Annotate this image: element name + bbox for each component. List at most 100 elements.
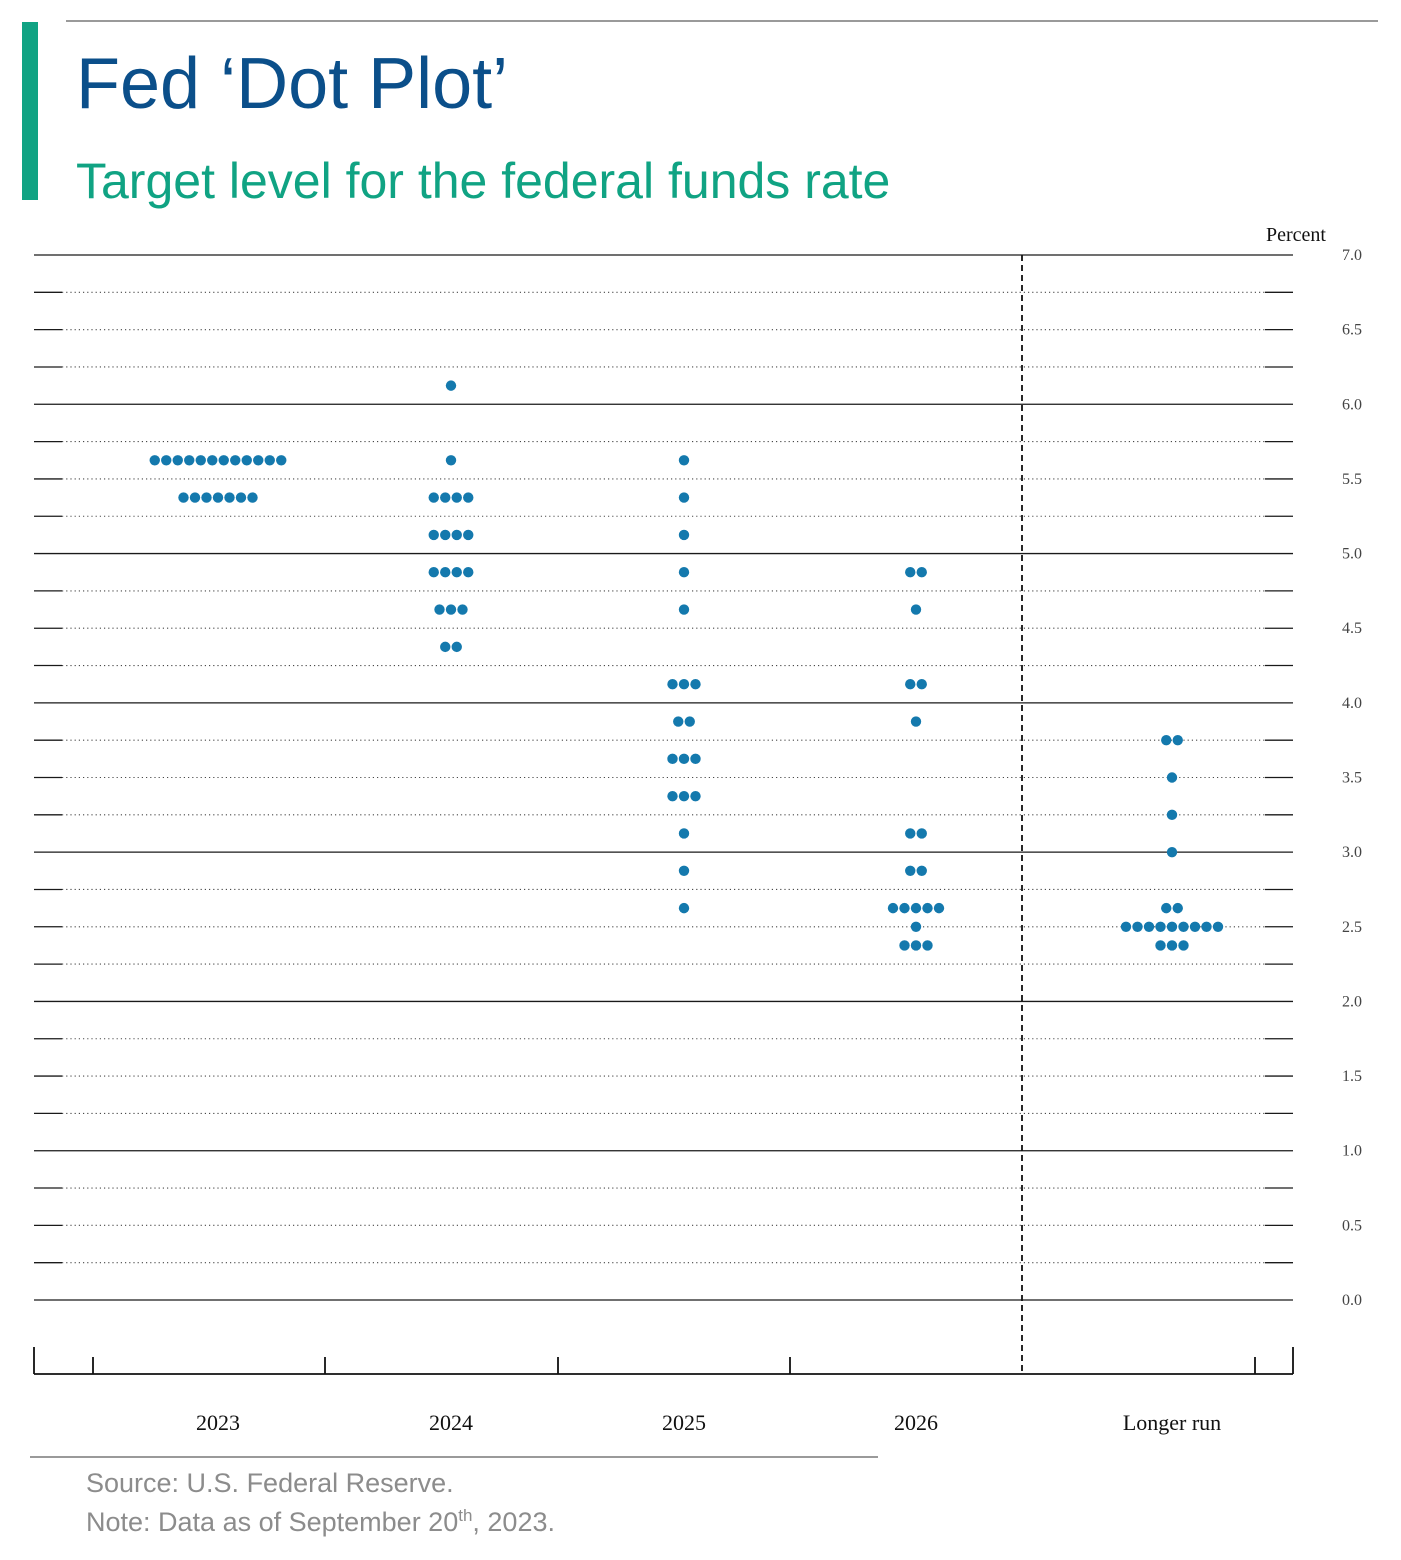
dot-point: [1155, 940, 1166, 951]
dot-point: [1172, 902, 1183, 914]
dot-point: [1132, 921, 1143, 932]
dot-point: [916, 567, 927, 578]
dot-point: [933, 902, 945, 914]
dot-point: [235, 492, 247, 503]
dot-point: [1120, 921, 1132, 932]
dot-point: [916, 828, 927, 839]
dot-point: [678, 828, 690, 839]
dot-point: [451, 567, 462, 578]
dot-point: [667, 678, 678, 690]
y-tick-label: 6.0: [1342, 396, 1362, 413]
dot-point: [172, 455, 183, 466]
dot-point: [1172, 734, 1183, 746]
dot-point: [690, 790, 701, 802]
dot-point: [440, 567, 451, 578]
dot-point: [690, 753, 701, 765]
y-tick-label: 4.0: [1342, 695, 1362, 712]
dot-point: [212, 492, 224, 503]
dot-point: [678, 567, 690, 578]
bottom-rule: [30, 1456, 878, 1458]
y-tick-label: 2.0: [1342, 993, 1362, 1010]
dot-point: [445, 380, 457, 391]
dot-point: [445, 604, 457, 615]
x-tick-label: 2023: [196, 1410, 240, 1435]
dot-point: [678, 902, 690, 914]
dot-point: [434, 604, 445, 615]
dot-point: [189, 492, 201, 503]
dot-point: [905, 865, 916, 877]
axis-labels: 0.0 0.5 1.0 1.5 2.0 2.5 3.0 3.5 4.0 4.5 5.0 5.5 6.0 6…: [196, 224, 1362, 1435]
dot-point: [910, 604, 922, 615]
source-note: Source: U.S. Federal Reserve.: [86, 1468, 454, 1498]
dot-point: [922, 902, 933, 914]
dot-point: [678, 529, 690, 541]
dot-point: [463, 492, 474, 503]
dot-point: [905, 567, 916, 578]
dot-point: [253, 455, 264, 466]
y-tick-label: 1.0: [1342, 1143, 1362, 1160]
dot-point: [224, 492, 235, 503]
x-axis: [33, 255, 1294, 1375]
dot-point: [440, 641, 451, 653]
dot-point: [1166, 772, 1178, 783]
dot-point: [218, 455, 229, 466]
dot-point: [195, 455, 206, 466]
y-tick-label: 7.0: [1342, 247, 1362, 264]
date-note-superscript: th: [458, 1506, 473, 1525]
dot-point: [905, 828, 916, 839]
x-tick-label: 2024: [429, 1410, 473, 1435]
dot-point: [678, 790, 690, 802]
dot-point: [916, 865, 927, 877]
x-tick-label: 2025: [662, 1410, 706, 1435]
dot-point: [207, 455, 218, 466]
dot-point: [690, 678, 701, 690]
dot-point: [428, 492, 439, 503]
dot-point: [678, 604, 690, 615]
date-note-text: Note: Data as of September 20: [86, 1507, 459, 1537]
y-tick-label: 2.5: [1342, 919, 1362, 936]
dot-point: [1166, 846, 1178, 858]
dot-point: [264, 455, 275, 466]
dot-point: [445, 455, 457, 466]
y-tick-label: 4.5: [1342, 620, 1362, 637]
dot-point: [1201, 921, 1212, 932]
dot-point: [1155, 921, 1166, 932]
dot-point: [149, 455, 160, 466]
dot-point: [678, 753, 690, 765]
dot-point: [1166, 809, 1178, 821]
dot-point: [905, 678, 916, 690]
dot-point: [1189, 921, 1201, 932]
dot-point: [178, 492, 189, 503]
date-note: Note: Data as of September 20th, 2023.: [86, 1505, 555, 1539]
dot-point: [1166, 940, 1178, 951]
dot-point: [1161, 734, 1172, 746]
dot-point: [899, 902, 910, 914]
dot-point: [161, 455, 172, 466]
dot-point: [247, 492, 258, 503]
date-note-year: , 2023.: [472, 1507, 555, 1537]
dot-point: [241, 455, 252, 466]
dot-point: [1178, 940, 1189, 951]
y-tick-label: 5.5: [1342, 471, 1362, 488]
y-tick-label: 0.0: [1342, 1292, 1362, 1309]
y-tick-label: 3.0: [1342, 844, 1362, 861]
dot-point: [463, 529, 474, 541]
dot-point: [899, 940, 910, 951]
dot-plot-chart: 0.0 0.5 1.0 1.5 2.0 2.5 3.0 3.5 4.0 4.5 5.0 5.5 6.0 6…: [33, 224, 1362, 1435]
dot-point: [451, 641, 462, 653]
dot-point: [1212, 921, 1224, 932]
dot-point: [916, 678, 927, 690]
dot-point: [1161, 902, 1172, 914]
gridlines: [34, 254, 1293, 1301]
dot-point: [201, 492, 212, 503]
dot-point: [230, 455, 241, 466]
page-subtitle: Target level for the federal funds rate: [76, 153, 891, 209]
y-axis-label: Percent: [1266, 224, 1326, 246]
dot-point: [667, 753, 678, 765]
dot-point: [440, 529, 451, 541]
dot-point: [910, 940, 922, 951]
dots: [149, 380, 1224, 951]
page-title: Fed ‘Dot Plot’: [76, 44, 509, 124]
y-tick-label: 1.5: [1342, 1068, 1362, 1085]
dot-point: [673, 716, 684, 727]
